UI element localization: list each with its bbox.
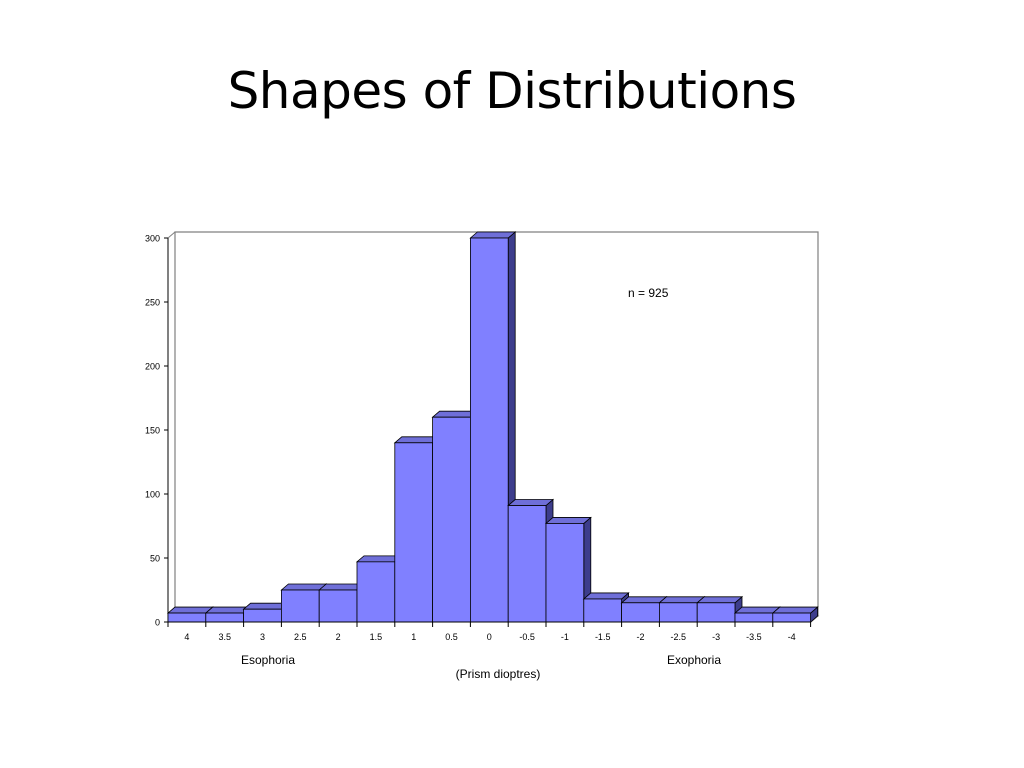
bar-top-face (582, 592, 630, 600)
x-tick-label: 3.5 (218, 632, 231, 642)
bar-front-face (734, 612, 774, 623)
y-tick-label: 50 (150, 554, 160, 564)
x-tick-label: 1 (411, 632, 416, 642)
sample-size-annotation: n = 925 (628, 286, 669, 300)
bar-top-face (544, 517, 592, 524)
bar-front-face (205, 612, 245, 623)
bar-top-face (658, 596, 706, 604)
bar-front-face (243, 608, 282, 623)
y-tick-label: 0 (155, 618, 160, 628)
x-tick-label: 0.5 (445, 632, 458, 642)
bar-front-face (545, 523, 585, 623)
bars (166, 231, 819, 623)
bar-front-face (659, 602, 698, 623)
bar-front-face (621, 602, 660, 623)
x-axis-tick-labels: 4 3.5 3 2.5 2 1.5 1 0.5 0 -0.5 -1 -1.5 -2 -2.5 -3 -3.5 -… (167, 621, 812, 642)
bar (544, 516, 592, 623)
bar-top-face (469, 231, 517, 239)
bar-top-face (280, 583, 328, 591)
y-tick-label: 150 (145, 426, 160, 436)
bar-front-face (167, 612, 207, 623)
bar-front-face (394, 442, 433, 623)
bar-top-face (507, 499, 555, 506)
x-tick-label: -4 (788, 632, 796, 642)
x-tick-label: 3 (260, 632, 265, 642)
x-tick-label: -2 (636, 632, 644, 642)
y-tick-label: 100 (145, 490, 160, 500)
bar-front-face (280, 589, 320, 623)
bar-top-face (696, 596, 744, 604)
x-tick-label: 0 (487, 632, 492, 642)
bar-front-face (507, 505, 547, 623)
esophoria-label: Esophoria (241, 653, 295, 667)
x-axis-label: (Prism dioptres) (456, 667, 541, 681)
x-tick-label: 2.5 (294, 632, 307, 642)
slide-title: Shapes of Distributions (227, 62, 797, 120)
bar-front-face (583, 598, 622, 623)
x-tick-label: -1.5 (595, 632, 611, 642)
bar-front-face (432, 416, 471, 623)
x-tick-label: -2.5 (671, 632, 687, 642)
bar-top-face (733, 606, 781, 614)
bar-front-face (696, 602, 736, 623)
x-tick-label: -3 (712, 632, 720, 642)
y-axis: 0 50 100 150 200 250 300 (145, 234, 169, 628)
x-tick-label: 2 (336, 632, 341, 642)
y-tick-label: 200 (145, 362, 160, 372)
y-tick-label: 250 (145, 298, 160, 308)
bar-top-face (166, 606, 214, 614)
bar-front-face (318, 589, 358, 623)
x-tick-label: -0.5 (519, 632, 535, 642)
x-tick-label: -1 (561, 632, 569, 642)
bar-top-face (771, 606, 819, 614)
exophoria-label: Exophoria (667, 653, 721, 667)
plot-corner-edge (167, 231, 176, 239)
x-tick-label: -3.5 (746, 632, 762, 642)
y-tick-label: 300 (145, 234, 160, 244)
x-tick-label: 4 (184, 632, 189, 642)
bar-top-face (620, 596, 668, 604)
x-tick-label: 1.5 (370, 632, 383, 642)
bar-front-face (469, 237, 509, 623)
bar-front-face (772, 612, 811, 623)
bar (771, 606, 819, 623)
bar-front-face (356, 561, 396, 623)
